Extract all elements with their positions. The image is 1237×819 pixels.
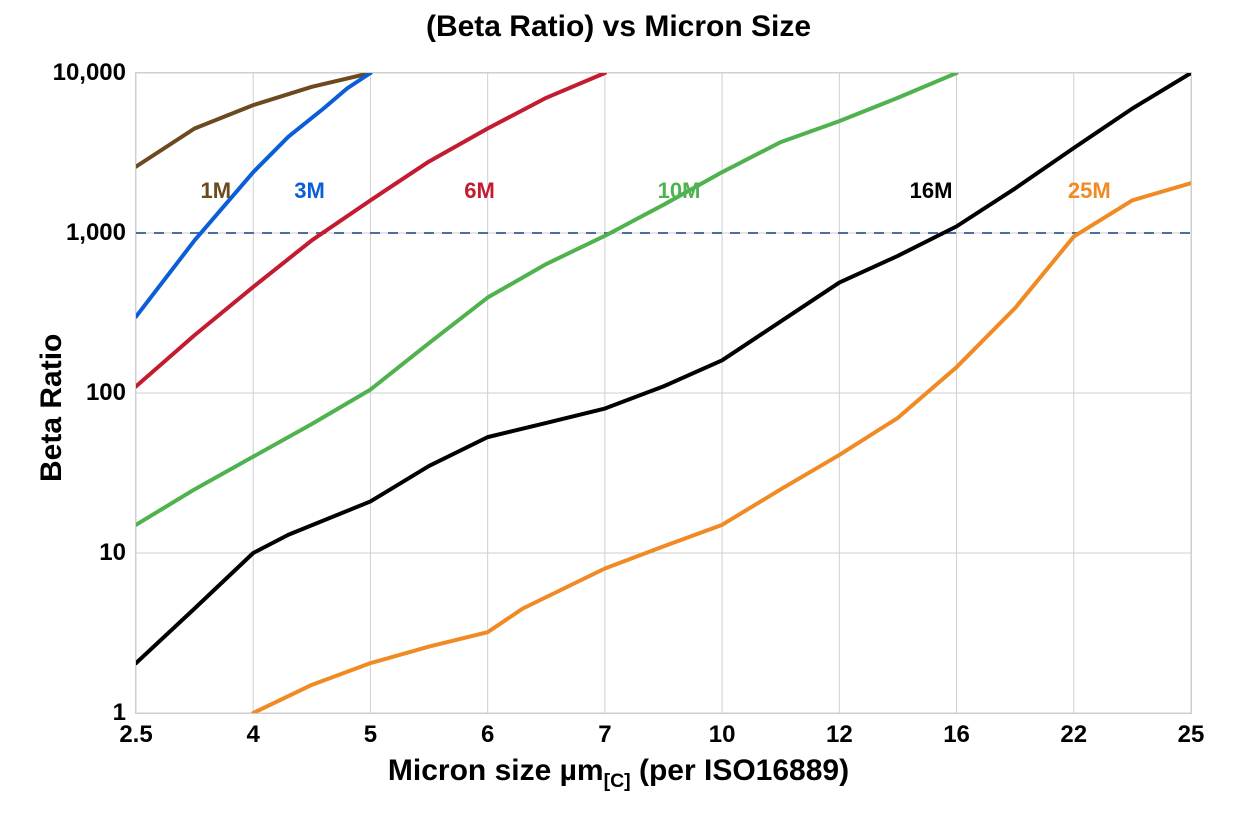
x-tick-label: 4	[247, 713, 260, 749]
y-tick-label: 100	[86, 379, 136, 407]
series-label: 3M	[294, 178, 325, 204]
x-tick-label: 7	[598, 713, 611, 749]
x-axis-label-suffix: (per ISO16889)	[631, 754, 849, 787]
x-tick-label: 25	[1178, 713, 1205, 749]
series-label: 6M	[464, 178, 495, 204]
chart-container: (Beta Ratio) vs Micron Size Beta Ratio M…	[0, 0, 1237, 819]
x-tick-label: 16	[943, 713, 970, 749]
x-axis-label-sub: [C]	[604, 770, 631, 792]
series-label: 10M	[658, 178, 701, 204]
x-tick-label: 10	[709, 713, 736, 749]
x-axis-label: Micron size µm[C] (per ISO16889)	[0, 754, 1237, 793]
series-label: 1M	[200, 178, 231, 204]
x-axis-label-prefix: Micron size µm	[388, 754, 604, 787]
y-tick-label: 10	[99, 539, 136, 567]
chart-title: (Beta Ratio) vs Micron Size	[0, 10, 1237, 44]
y-axis-label: Beta Ratio	[35, 333, 69, 481]
x-tick-label: 5	[364, 713, 377, 749]
plot-area: 2.5456710121622251101001,00010,0001M3M6M…	[135, 72, 1192, 714]
y-tick-label: 10,000	[53, 59, 136, 87]
y-tick-label: 1,000	[66, 219, 136, 247]
x-tick-label: 6	[481, 713, 494, 749]
x-tick-label: 12	[826, 713, 853, 749]
series-label: 16M	[910, 178, 953, 204]
x-tick-label: 22	[1060, 713, 1087, 749]
series-label: 25M	[1068, 178, 1111, 204]
y-tick-label: 1	[113, 699, 136, 727]
plot-svg	[136, 73, 1191, 713]
